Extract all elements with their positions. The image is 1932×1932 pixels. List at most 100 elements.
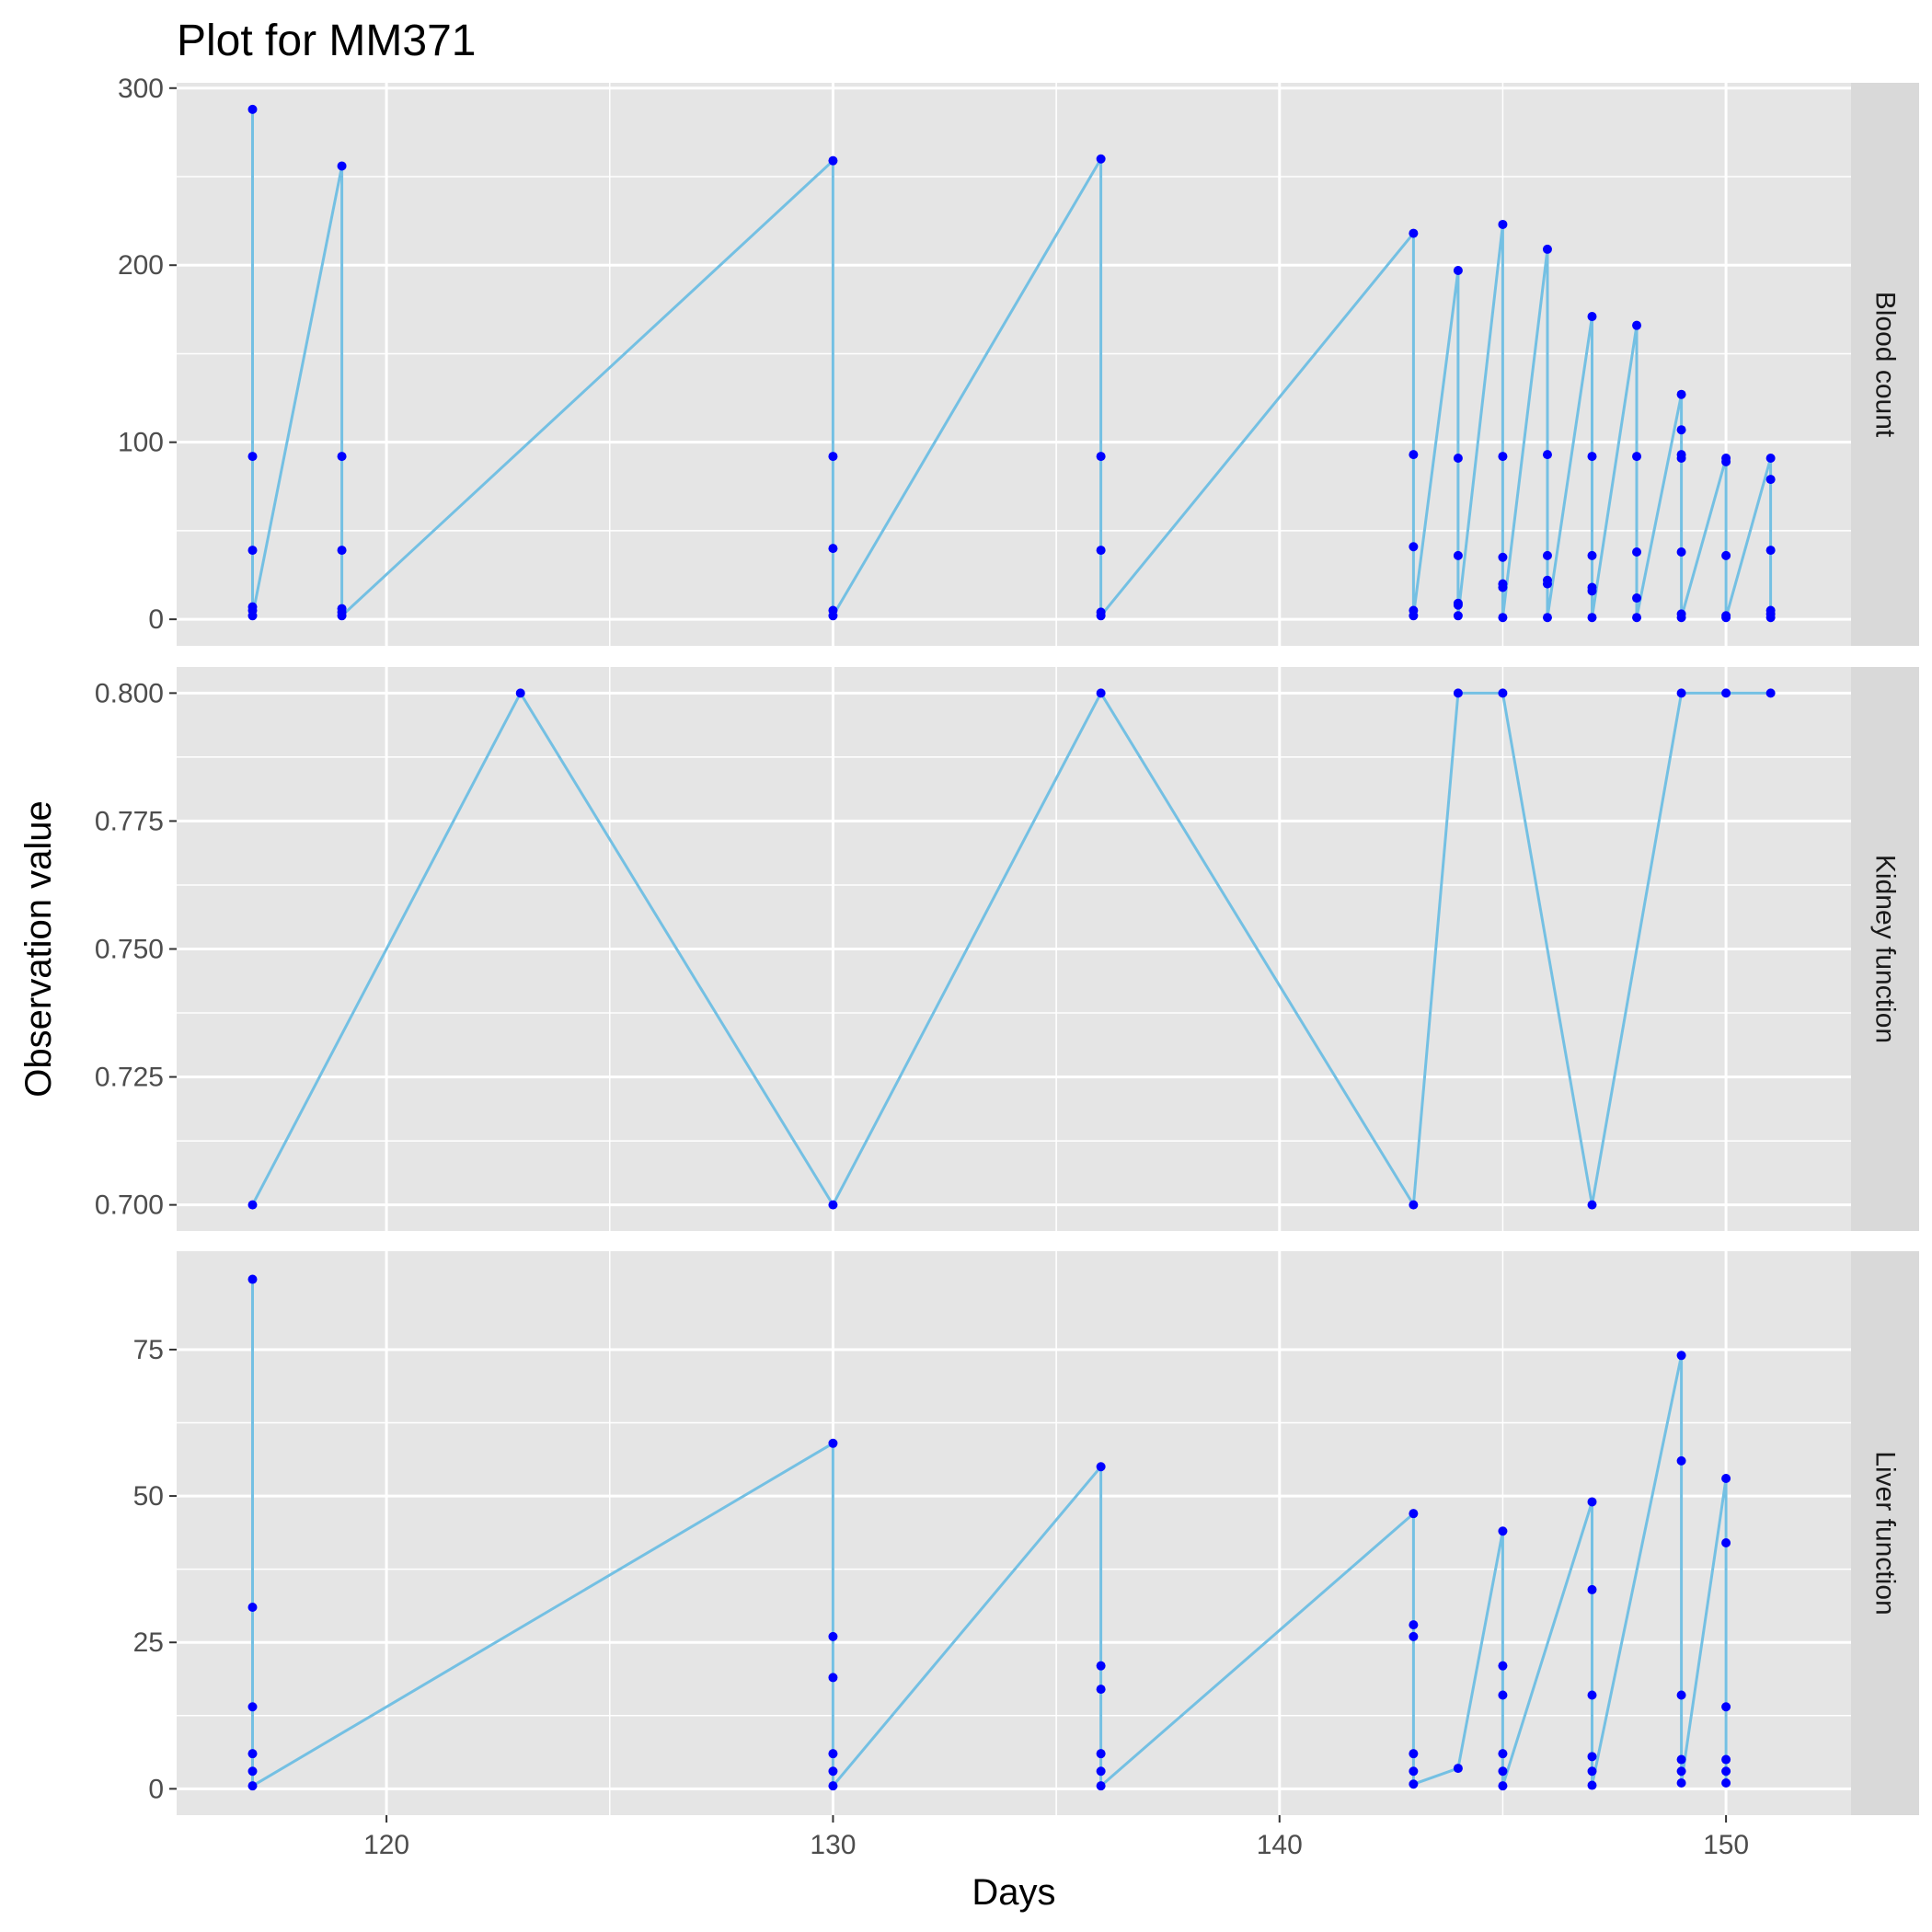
facet-panel-0: 0 100 200 300 Blood count bbox=[118, 74, 1919, 646]
data-point bbox=[1765, 454, 1776, 463]
panel-background bbox=[177, 1251, 1851, 1815]
y-tick-label: 0 bbox=[148, 1774, 164, 1804]
y-tick-label: 0.725 bbox=[95, 1063, 164, 1093]
data-point bbox=[1096, 1661, 1106, 1671]
data-point bbox=[1721, 613, 1731, 623]
data-point bbox=[1409, 228, 1419, 238]
data-point bbox=[1498, 1661, 1508, 1671]
data-point bbox=[337, 546, 347, 556]
data-point bbox=[1587, 1200, 1597, 1210]
data-point bbox=[1498, 1690, 1508, 1700]
y-tick-label: 0.750 bbox=[95, 935, 164, 965]
y-axis-title: Observation value bbox=[18, 800, 59, 1097]
data-point bbox=[828, 1749, 838, 1759]
data-point bbox=[247, 1702, 258, 1712]
data-point bbox=[247, 104, 258, 114]
data-point bbox=[1676, 1690, 1686, 1700]
data-point bbox=[247, 1603, 258, 1613]
data-point bbox=[247, 611, 258, 621]
data-point bbox=[1498, 219, 1508, 229]
data-point bbox=[1587, 1766, 1597, 1777]
data-point bbox=[1453, 688, 1463, 698]
data-point bbox=[1498, 688, 1508, 698]
x-tick-label: 140 bbox=[1257, 1830, 1303, 1860]
data-point bbox=[1676, 1777, 1686, 1788]
data-point bbox=[1453, 611, 1463, 621]
data-point bbox=[1096, 452, 1106, 462]
facet-strip-label: Kidney function bbox=[1870, 855, 1901, 1043]
data-point bbox=[1409, 1779, 1419, 1789]
x-tick-label: 120 bbox=[363, 1830, 409, 1860]
data-point bbox=[1765, 546, 1776, 556]
data-point bbox=[1409, 1749, 1419, 1759]
data-point bbox=[1498, 1749, 1508, 1759]
data-point bbox=[1587, 550, 1597, 560]
y-tick-label: 300 bbox=[118, 74, 164, 104]
data-point bbox=[828, 1673, 838, 1683]
data-point bbox=[1498, 582, 1508, 592]
data-point bbox=[1498, 552, 1508, 562]
data-point bbox=[1409, 1631, 1419, 1641]
data-point bbox=[1676, 1455, 1686, 1466]
chart-title: Plot for MM371 bbox=[177, 17, 476, 65]
x-tick-label: 130 bbox=[810, 1830, 856, 1860]
data-point bbox=[1632, 320, 1642, 330]
data-point bbox=[1676, 454, 1686, 463]
data-point bbox=[1096, 688, 1106, 698]
data-point bbox=[1721, 1777, 1731, 1788]
data-point bbox=[1632, 593, 1642, 604]
y-tick-label: 0.800 bbox=[95, 678, 164, 708]
facet-strip-label: Blood count bbox=[1870, 292, 1901, 438]
data-point bbox=[1587, 1690, 1597, 1700]
data-point bbox=[1676, 389, 1686, 399]
data-point bbox=[247, 1766, 258, 1777]
data-point bbox=[1409, 450, 1419, 460]
data-point bbox=[1587, 1497, 1597, 1507]
data-point bbox=[1409, 611, 1419, 621]
data-point bbox=[1542, 613, 1552, 623]
data-point bbox=[1587, 452, 1597, 462]
y-tick-label: 50 bbox=[133, 1481, 164, 1512]
data-point bbox=[828, 452, 838, 462]
data-point bbox=[515, 688, 525, 698]
data-point bbox=[247, 546, 258, 556]
data-point bbox=[1409, 1509, 1419, 1519]
data-point bbox=[1453, 550, 1463, 560]
y-tick-label: 0 bbox=[148, 604, 164, 635]
data-point bbox=[828, 155, 838, 166]
data-point bbox=[1721, 1473, 1731, 1483]
data-point bbox=[1721, 1766, 1731, 1777]
data-point bbox=[828, 1631, 838, 1641]
data-point bbox=[1096, 1462, 1106, 1472]
data-point bbox=[1676, 425, 1686, 435]
data-point bbox=[1542, 450, 1552, 460]
data-point bbox=[1453, 1764, 1463, 1774]
facet-strip bbox=[1851, 667, 1919, 1231]
data-point bbox=[1542, 579, 1552, 589]
data-point bbox=[1542, 550, 1552, 560]
data-point bbox=[247, 1749, 258, 1759]
data-point bbox=[1096, 1685, 1106, 1695]
data-point bbox=[1096, 1766, 1106, 1777]
data-point bbox=[1453, 266, 1463, 275]
facet-strip-label: Liver function bbox=[1870, 1451, 1901, 1615]
data-point bbox=[1587, 1780, 1597, 1790]
data-point bbox=[337, 452, 347, 462]
data-point bbox=[1409, 1766, 1419, 1777]
data-point bbox=[1676, 1754, 1686, 1765]
x-tick-label: 150 bbox=[1703, 1830, 1749, 1860]
data-point bbox=[1721, 688, 1731, 698]
data-point bbox=[1676, 688, 1686, 698]
data-point bbox=[1721, 550, 1731, 560]
y-tick-label: 0.700 bbox=[95, 1190, 164, 1221]
data-point bbox=[1498, 613, 1508, 623]
data-point bbox=[1542, 244, 1552, 254]
y-tick-label: 200 bbox=[118, 250, 164, 281]
y-tick-label: 25 bbox=[133, 1627, 164, 1658]
data-point bbox=[1721, 1754, 1731, 1765]
data-point bbox=[1676, 1351, 1686, 1361]
data-point bbox=[1498, 452, 1508, 462]
data-point bbox=[1498, 1781, 1508, 1791]
